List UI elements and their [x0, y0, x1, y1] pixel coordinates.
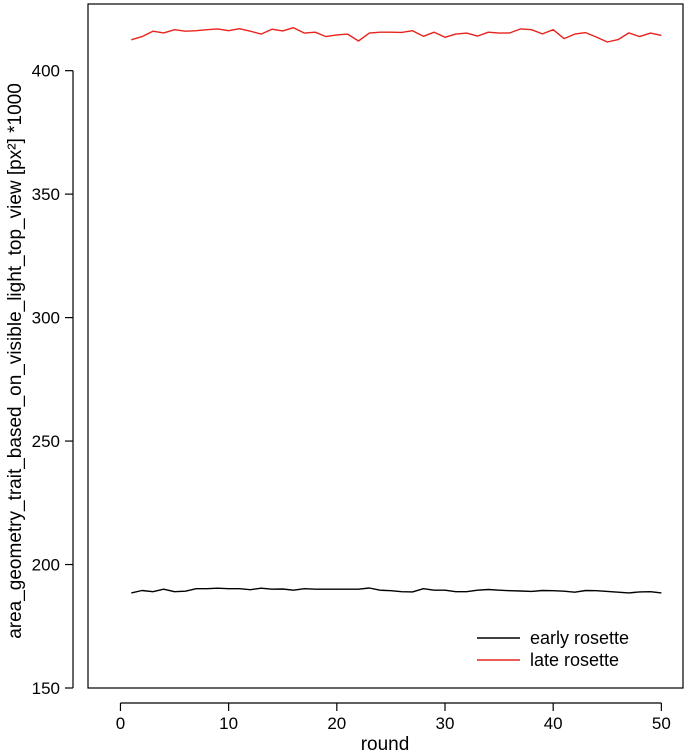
legend-label: late rosette: [530, 650, 619, 670]
x-tick-label: 10: [219, 714, 238, 733]
y-tick-label: 400: [32, 62, 60, 81]
y-axis-label: area_geometry_trait_based_on_visible_lig…: [5, 83, 26, 639]
x-tick-label: 40: [544, 714, 563, 733]
series-line-late-rosette: [131, 27, 662, 43]
x-tick-label: 0: [116, 714, 125, 733]
y-tick-label: 250: [32, 432, 60, 451]
legend-label: early rosette: [530, 628, 629, 648]
y-tick-label: 300: [32, 309, 60, 328]
x-axis: 0 10 20 30 40 50: [116, 702, 671, 733]
series-line-early-rosette: [131, 587, 662, 594]
x-axis-label: round: [361, 734, 410, 754]
x-tick-label: 20: [327, 714, 346, 733]
y-tick-label: 150: [32, 679, 60, 698]
x-tick-label: 50: [652, 714, 671, 733]
plot-frame: [87, 3, 684, 689]
series-layer: [131, 27, 662, 594]
y-tick-label: 350: [32, 185, 60, 204]
y-axis: 150 200 250 300 350 400: [32, 62, 74, 698]
x-tick-label: 30: [436, 714, 455, 733]
y-tick-label: 200: [32, 556, 60, 575]
